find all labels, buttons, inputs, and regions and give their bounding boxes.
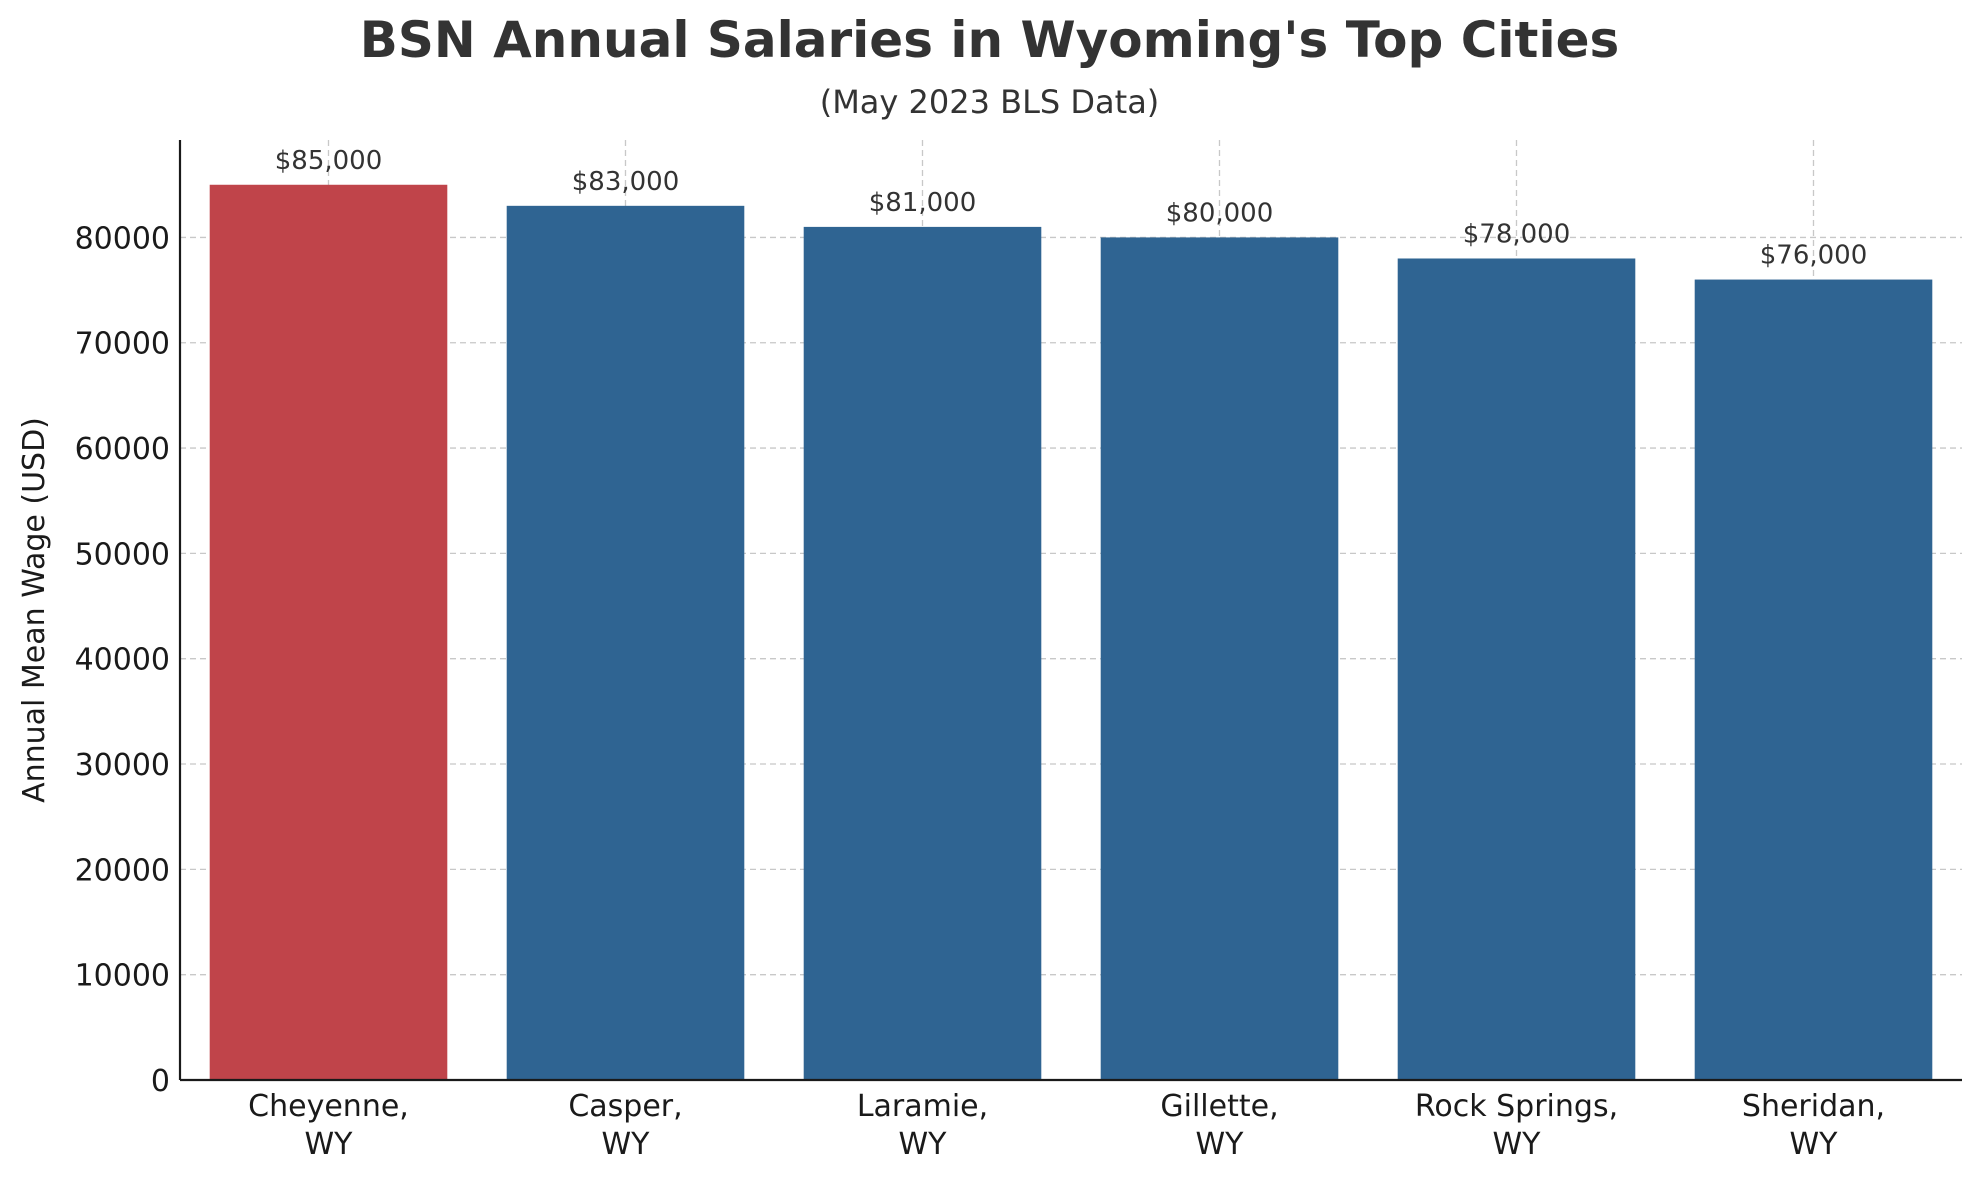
bar (1100, 237, 1339, 1080)
bar-value-label: $85,000 (275, 146, 383, 176)
y-tick-label: 80000 (75, 221, 170, 256)
y-tick-label: 0 (151, 1064, 170, 1099)
x-tick-label: Rock Springs, WY (1415, 1089, 1618, 1162)
x-tick-label: Casper, WY (568, 1089, 682, 1162)
bar (1694, 279, 1933, 1080)
bar (1397, 258, 1636, 1080)
labels: $85,000 $83,000 $81,000 $80,000 $78,000 $76,0… (17, 146, 1885, 1162)
bar-value-label: $80,000 (1166, 198, 1274, 228)
bar (506, 205, 745, 1081)
y-axis-title: Annual Mean Wage (USD) (17, 417, 52, 803)
y-tick-label: 10000 (75, 959, 170, 994)
bar-value-label: $76,000 (1760, 241, 1868, 271)
chart-subtitle: (May 2023 BLS Data) (819, 83, 1160, 121)
y-tick-label: 70000 (75, 327, 170, 362)
x-tick-label: Gillette, WY (1160, 1089, 1278, 1162)
bar (209, 184, 448, 1080)
x-tick-label: Sheridan, WY (1742, 1089, 1885, 1162)
axes (178, 140, 1962, 1082)
y-tick-label: 60000 (75, 432, 170, 467)
x-tick-label: Laramie, WY (857, 1089, 988, 1162)
x-tick-label: Cheyenne, WY (248, 1089, 409, 1162)
bars (209, 184, 1933, 1081)
bar-value-label: $81,000 (869, 188, 977, 218)
y-tick-label: 40000 (75, 643, 170, 678)
chart-title: BSN Annual Salaries in Wyoming's Top Cit… (359, 11, 1620, 69)
y-tick-label: 50000 (75, 537, 170, 572)
bar-value-label: $83,000 (572, 167, 680, 197)
bar (803, 226, 1042, 1081)
bar-value-label: $78,000 (1463, 219, 1571, 249)
y-tick-label: 20000 (75, 853, 170, 888)
y-tick-label: 30000 (75, 748, 170, 783)
